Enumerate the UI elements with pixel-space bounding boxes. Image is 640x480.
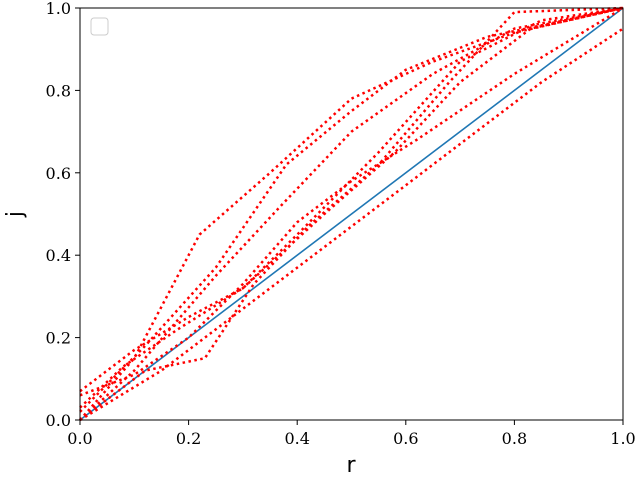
y-tick-label: 0.2: [46, 329, 71, 348]
y-tick-label: 0.6: [46, 164, 71, 183]
x-tick-label: 0.0: [67, 429, 92, 448]
series-line-5: [79, 6, 624, 409]
x-tick-label: 1.0: [610, 429, 635, 448]
x-ticks: 0.0 0.2 0.4 0.6 0.8 1.0: [67, 420, 636, 448]
y-tick-label: 0.0: [46, 411, 71, 430]
series-line-6: [79, 6, 624, 421]
x-tick-label: 0.4: [284, 429, 309, 448]
plot-frame: [79, 7, 624, 421]
series-line-4: [79, 6, 624, 393]
plot-lines: [79, 6, 624, 422]
legend-box: [90, 17, 109, 36]
x-tick-label: 0.8: [502, 429, 527, 448]
y-tick-label: 0.8: [46, 81, 71, 100]
series-line-8: [79, 27, 624, 422]
series-line-2: [79, 6, 624, 413]
x-tick-label: 0.2: [176, 429, 201, 448]
x-tick-label: 0.6: [393, 429, 418, 448]
y-ticks: 0.0 0.2 0.4 0.6 0.8 1.0: [46, 0, 80, 430]
reference-line: [79, 7, 624, 421]
x-axis-label: r: [346, 453, 356, 478]
y-axis-label: j: [3, 211, 28, 218]
y-tick-label: 0.4: [46, 246, 71, 265]
y-tick-label: 1.0: [46, 0, 71, 18]
series-line-7: [79, 6, 624, 397]
